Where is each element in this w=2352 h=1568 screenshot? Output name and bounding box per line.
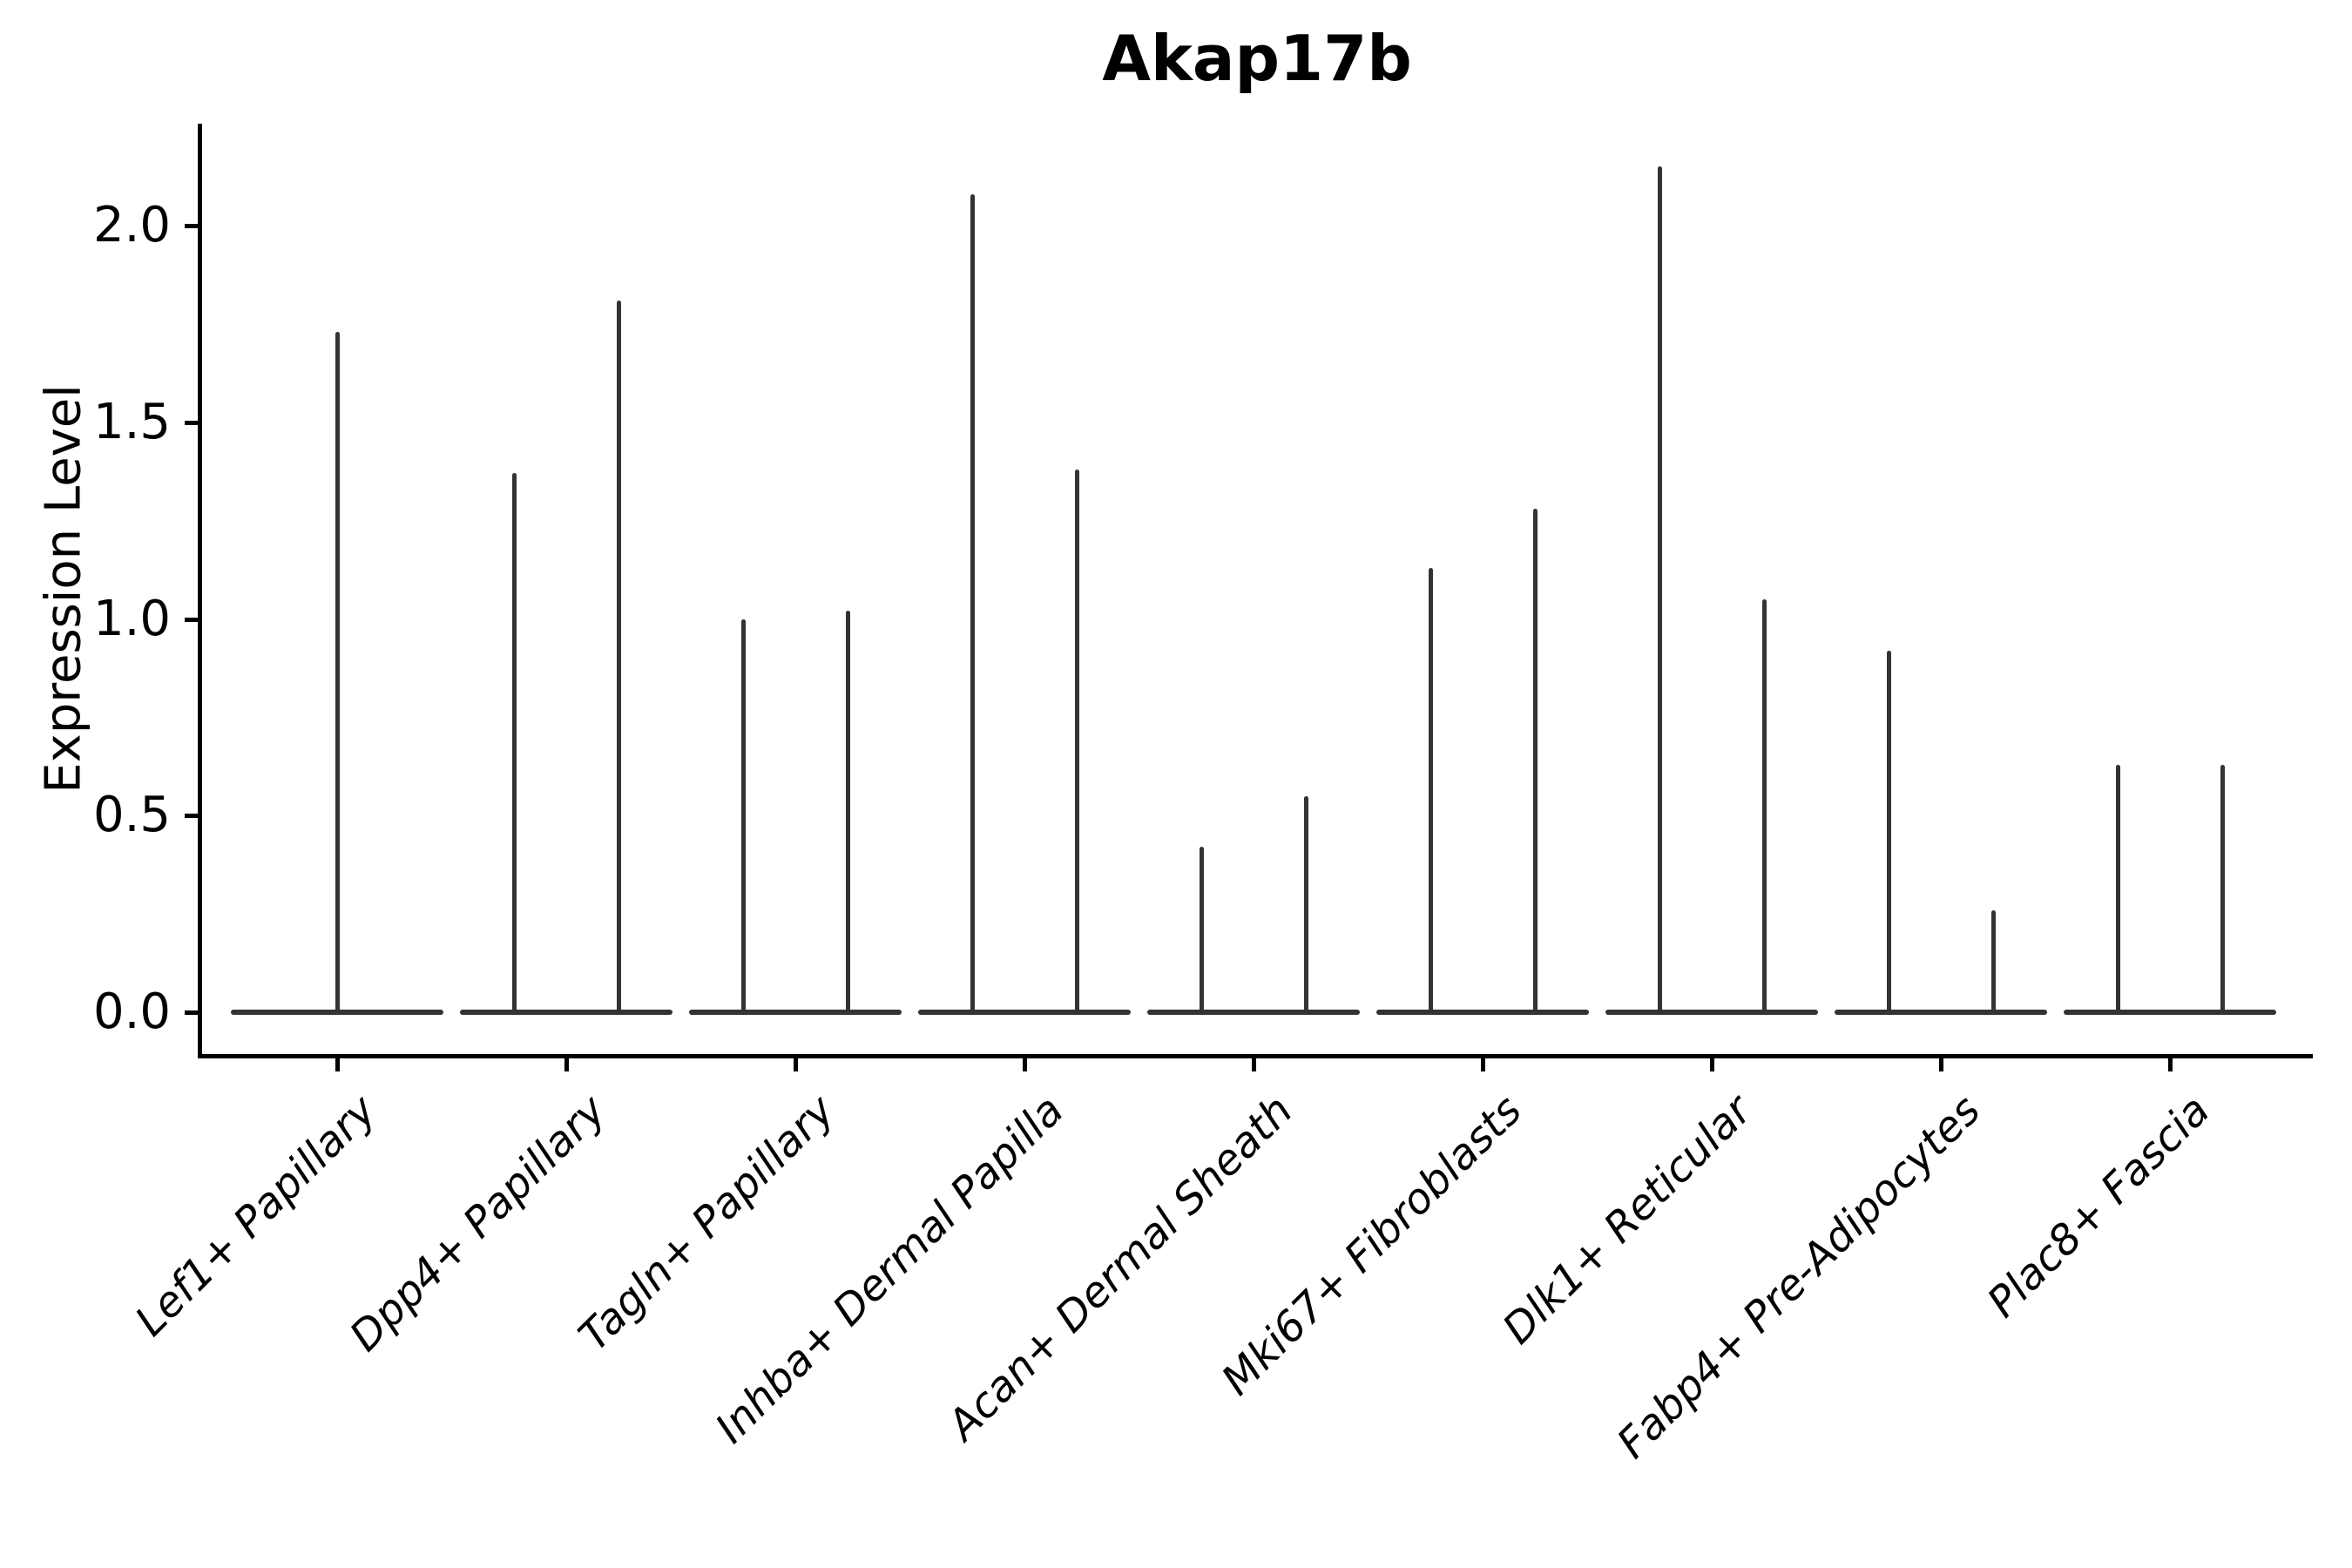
violin-needle [1303, 795, 1308, 1015]
x-tick [1252, 1058, 1256, 1071]
x-tick [2168, 1058, 2173, 1071]
violin-needle [970, 193, 975, 1015]
y-tick [185, 420, 198, 425]
x-tick [1481, 1058, 1485, 1071]
violin-needle [1761, 598, 1767, 1015]
y-tick [185, 224, 198, 228]
x-tick-label: Dpp4+ Papillary [340, 1085, 616, 1362]
violin-needle [845, 611, 850, 1015]
violin-needle [1199, 847, 1204, 1015]
violin-base [689, 1010, 902, 1015]
violin-needle [2220, 764, 2225, 1015]
plot-title: Akap17b [1102, 22, 1412, 95]
violin-needle [616, 300, 621, 1015]
violin-needle [1074, 469, 1079, 1015]
y-axis-spine [198, 124, 202, 1058]
y-tick-label: 1.5 [92, 393, 171, 450]
violin-needle [2115, 764, 2120, 1015]
y-tick [185, 814, 198, 819]
x-axis-spine [198, 1054, 2313, 1058]
x-tick [1023, 1058, 1027, 1071]
violin-needle [1990, 909, 1996, 1015]
x-tick [564, 1058, 569, 1071]
x-tick-label: Plac8+ Fascia [1977, 1085, 2220, 1328]
x-tick-label: Lef1+ Papillary [126, 1085, 387, 1346]
violin-needle [511, 473, 517, 1015]
violin-base [2064, 1010, 2276, 1015]
violin-base [1835, 1010, 2047, 1015]
y-tick-label: 2.0 [92, 197, 171, 253]
violin-base [1605, 1010, 1818, 1015]
y-tick [185, 617, 198, 622]
violin-needle [1886, 650, 1891, 1015]
violin-needle [1532, 509, 1538, 1015]
x-tick-label: Fabp4+ Pre-Adipocytes [1607, 1085, 1990, 1469]
violin-needle [740, 618, 746, 1015]
violin-base [918, 1010, 1131, 1015]
x-tick [794, 1058, 798, 1071]
y-tick-label: 0.5 [92, 787, 171, 844]
violin-needle [335, 331, 340, 1015]
y-tick [185, 1010, 198, 1015]
y-tick-label: 0.0 [92, 983, 171, 1040]
violin-base [1376, 1010, 1589, 1015]
violin-base [460, 1010, 672, 1015]
x-tick-label: Dlk1+ Reticular [1492, 1085, 1761, 1354]
violin-needle [1428, 567, 1433, 1015]
violin-needle [1657, 166, 1662, 1015]
x-tick [1710, 1058, 1714, 1071]
x-tick-label: Tagln+ Papillary [569, 1085, 845, 1361]
y-tick-label: 1.0 [92, 590, 171, 647]
x-tick [335, 1058, 340, 1071]
x-tick [1939, 1058, 1943, 1071]
violin-base [1147, 1010, 1360, 1015]
